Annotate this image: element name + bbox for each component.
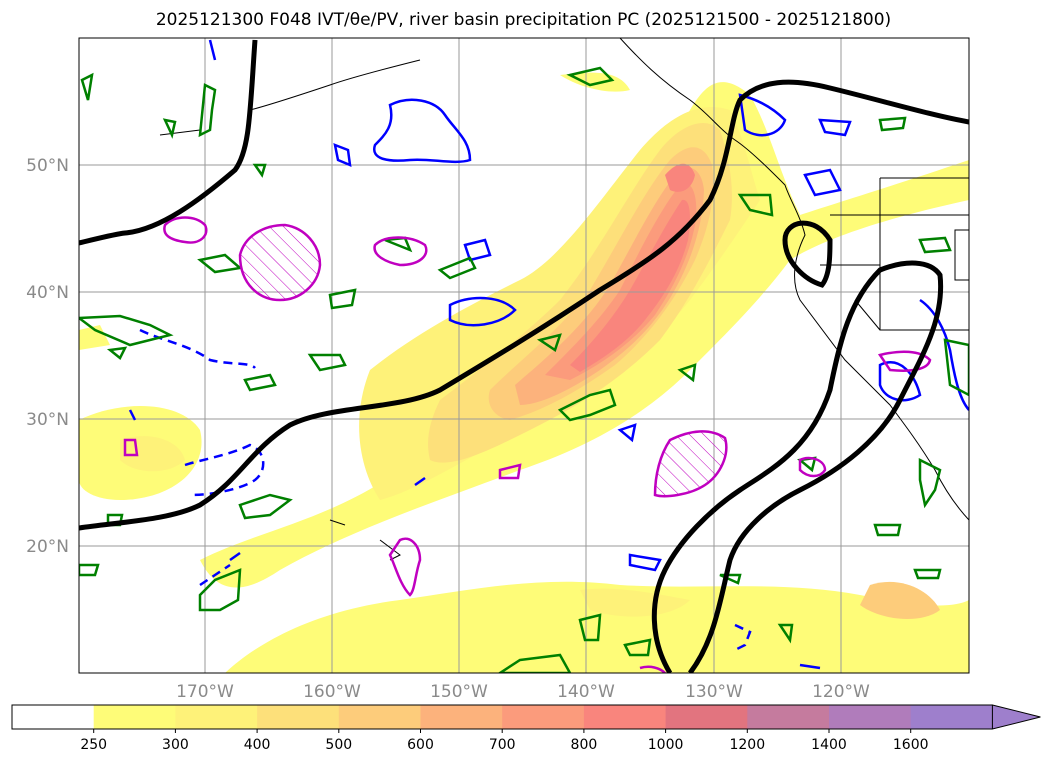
colorbar-segment xyxy=(175,705,258,729)
colorbar-tick-label: 1600 xyxy=(893,737,929,753)
colorbar-tick-label: 300 xyxy=(162,737,189,753)
colorbar-tick-label: 600 xyxy=(407,737,434,753)
theta-e-contours xyxy=(128,39,969,670)
colorbar-segment xyxy=(420,705,503,729)
colorbar-tick-label: 800 xyxy=(571,737,598,753)
precip-contours xyxy=(79,66,969,673)
colorbar-tick-label: 700 xyxy=(489,737,516,753)
colorbar-extend-arrow xyxy=(991,704,1041,730)
colorbar-segment xyxy=(502,705,585,729)
colorbar-tick-label: 250 xyxy=(80,737,107,753)
lon-labels: 170°W 160°W 150°W 140°W 130°W 120°W xyxy=(176,682,870,702)
colorbar-segment xyxy=(257,705,340,729)
lat-labels: 50°N 40°N 30°N 20°N xyxy=(26,156,69,557)
colorbar-segment xyxy=(829,705,912,729)
colorbar-tick-label: 1400 xyxy=(811,737,847,753)
colorbar-segment xyxy=(665,705,748,729)
lon-label: 160°W xyxy=(303,682,361,702)
lon-label: 120°W xyxy=(812,682,870,702)
lon-label: 170°W xyxy=(176,682,234,702)
colorbar-segment xyxy=(583,705,667,729)
colorbar-tick-label: 500 xyxy=(325,737,352,753)
lat-label: 20°N xyxy=(26,537,69,557)
colorbar-segment xyxy=(338,705,421,729)
colorbar-segment xyxy=(910,705,993,729)
colorbar: 250 300 400 500 600 700 800 1000 1200 1400 1600 xyxy=(11,704,1041,753)
vorticity-contours xyxy=(123,216,932,673)
colorbar-segment xyxy=(93,705,176,729)
colorbar-tick-label: 1200 xyxy=(729,737,765,753)
lon-label: 150°W xyxy=(430,682,488,702)
map-frame xyxy=(78,37,970,674)
lon-label: 130°W xyxy=(685,682,743,702)
colorbar-tick-label: 400 xyxy=(244,737,271,753)
map-title: 2025121300 F048 IVT/θe/PV, river basin p… xyxy=(155,10,892,30)
lon-label: 140°W xyxy=(557,682,615,702)
lat-label: 30°N xyxy=(26,410,69,430)
colorbar-segment xyxy=(12,705,95,729)
lat-label: 50°N xyxy=(26,156,69,176)
colorbar-segment xyxy=(747,705,830,729)
colorbar-tick-label: 1000 xyxy=(648,737,684,753)
pv-contours xyxy=(79,39,969,673)
lat-label: 40°N xyxy=(26,283,69,303)
